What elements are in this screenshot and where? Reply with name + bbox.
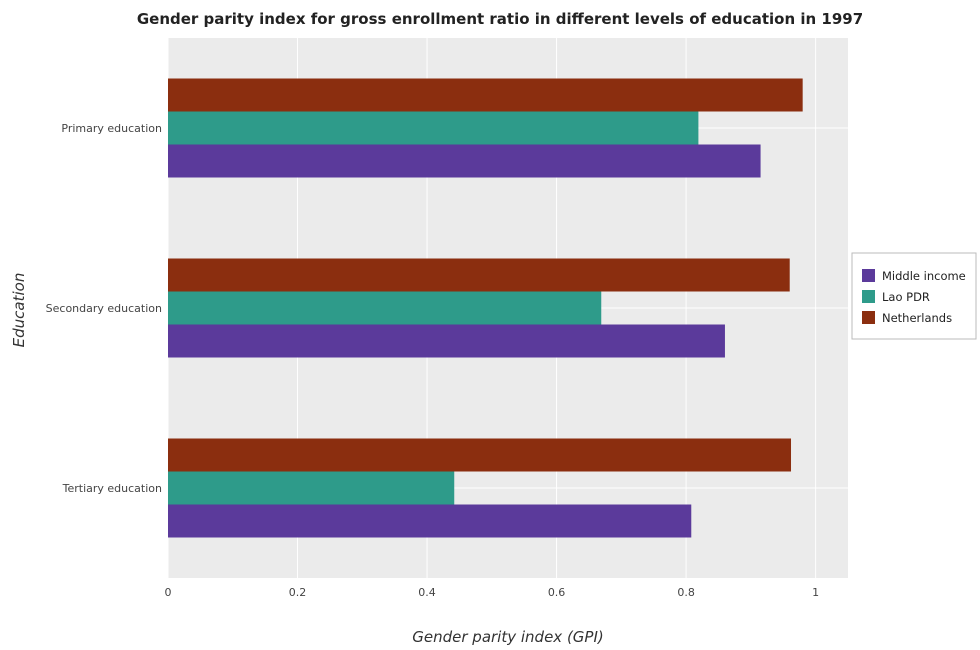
bar-middle-income (168, 504, 692, 538)
bars (168, 78, 803, 538)
x-tick-label: 1 (812, 586, 819, 599)
bar-lao-pdr (168, 111, 699, 145)
legend-label: Netherlands (882, 311, 952, 325)
y-tick-label: Secondary education (46, 302, 162, 315)
legend-swatch (862, 290, 875, 303)
x-axis-label: Gender parity index (GPI) (412, 628, 603, 646)
bar-middle-income (168, 324, 725, 358)
legend: Middle income Lao PDR Netherlands (851, 252, 977, 340)
y-tick-label: Primary education (61, 122, 162, 135)
bar-middle-income (168, 144, 761, 178)
x-tick-label: 0.4 (418, 586, 436, 599)
legend-label: Middle income (882, 269, 966, 283)
legend-swatch (862, 311, 875, 324)
y-tick-label: Tertiary education (62, 482, 162, 495)
bar-netherlands (168, 438, 792, 472)
bar-lao-pdr (168, 471, 455, 505)
y-ticks: Primary education Secondary education Tert… (46, 122, 162, 495)
bar-netherlands (168, 78, 803, 112)
bar-lao-pdr (168, 291, 602, 325)
x-tick-label: 0.2 (289, 586, 307, 599)
x-tick-label: 0 (165, 586, 172, 599)
chart-title: Gender parity index for gross enrollment… (137, 10, 863, 28)
x-tick-label: 0.8 (677, 586, 695, 599)
legend-label: Lao PDR (882, 290, 930, 304)
x-ticks: 0 0.2 0.4 0.6 0.8 1 (165, 586, 820, 599)
y-axis-label: Education (10, 273, 28, 348)
x-tick-label: 0.6 (548, 586, 566, 599)
legend-swatch (862, 269, 875, 282)
bar-netherlands (168, 258, 790, 292)
